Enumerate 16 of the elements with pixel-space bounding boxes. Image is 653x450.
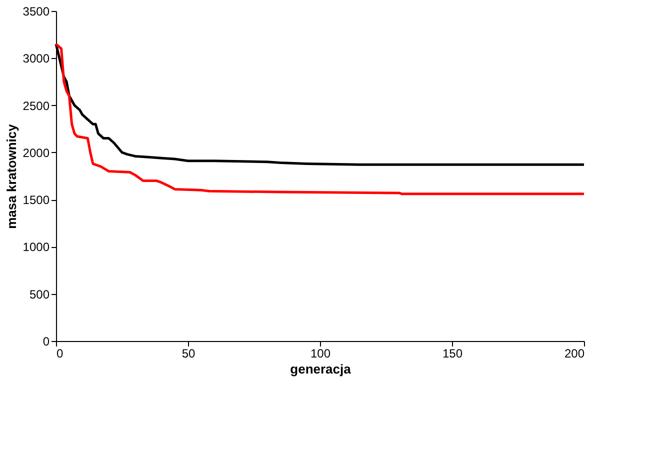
y-tick-label: 3000 — [22, 52, 50, 66]
y-tick-label: 0 — [42, 334, 50, 348]
line-series — [54, 42, 586, 196]
y-tick-label: 2000 — [22, 146, 50, 160]
x-tick-label: 200 — [564, 346, 585, 360]
y-tick-label: 3500 — [22, 4, 50, 18]
x-tick-label: 0 — [56, 346, 64, 360]
y-tick-label: 1000 — [22, 240, 50, 254]
x-axis-title: generacja — [290, 362, 352, 376]
y-tick-label: 1500 — [22, 193, 50, 208]
y-tick-label: 500 — [29, 287, 50, 302]
y-tick-label: 2500 — [22, 98, 50, 113]
y-axis-title: masa kratownicy — [4, 123, 19, 229]
x-tick-label: 100 — [310, 346, 331, 360]
x-tick-label: 150 — [442, 346, 463, 360]
x-tick-label: 50 — [182, 346, 196, 360]
